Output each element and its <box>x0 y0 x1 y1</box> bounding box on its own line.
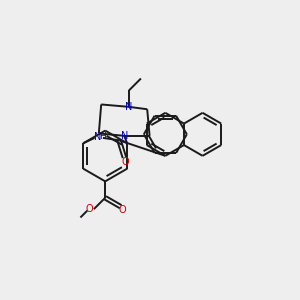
Text: N: N <box>125 102 133 112</box>
Text: H: H <box>99 132 106 141</box>
Text: O: O <box>119 205 126 215</box>
Text: O: O <box>121 157 129 167</box>
Text: N: N <box>121 131 128 141</box>
Text: O: O <box>85 203 93 214</box>
Text: N: N <box>94 132 101 142</box>
